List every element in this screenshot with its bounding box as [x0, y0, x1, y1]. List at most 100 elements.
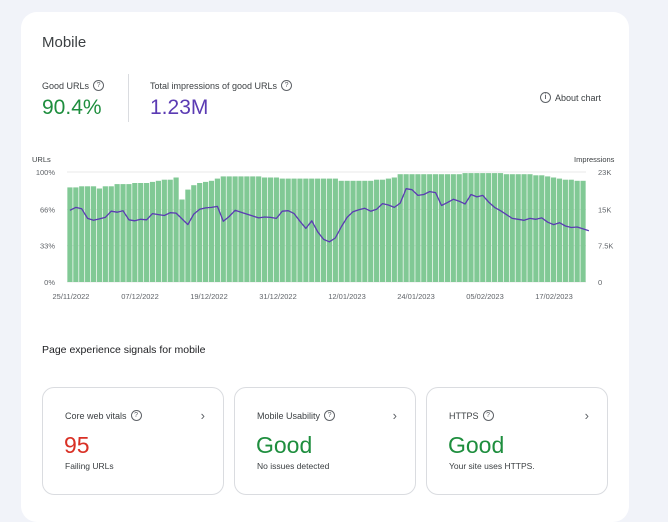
impressions-metric[interactable]: Total impressions of good URLs ? 1.23M — [150, 80, 293, 120]
bar — [486, 173, 492, 282]
bar — [433, 174, 439, 282]
bar — [515, 174, 521, 282]
bar — [291, 178, 297, 282]
bar — [67, 187, 73, 282]
bar — [368, 180, 374, 282]
bar — [250, 176, 256, 282]
mobile-usability-title: Mobile Usability — [257, 410, 321, 421]
bar — [338, 180, 344, 282]
bar — [332, 178, 338, 282]
bar — [155, 180, 162, 282]
x-tick-label: 24/01/2023 — [397, 292, 435, 301]
bar — [391, 177, 397, 282]
bar — [73, 187, 79, 282]
bar — [550, 177, 557, 282]
bar — [456, 174, 462, 282]
x-tick-label: 31/12/2022 — [259, 292, 297, 301]
bar — [503, 174, 509, 282]
x-tick-label: 07/12/2022 — [121, 292, 159, 301]
mobile-card: Mobile Good URLs ? 90.4% Total impressio… — [21, 12, 629, 522]
bar — [120, 184, 126, 282]
mobile-usability-card[interactable]: Mobile Usability ? › Good No issues dete… — [234, 387, 416, 495]
help-icon[interactable]: ? — [93, 80, 105, 91]
x-tick-label: 12/01/2023 — [328, 292, 366, 301]
bar — [374, 179, 380, 282]
https-card[interactable]: HTTPS ? › Good Your site uses HTTPS. — [426, 387, 608, 495]
chevron-right-icon: › — [584, 408, 589, 423]
core-web-vitals-card[interactable]: Core web vitals ? › 95 Failing URLs — [42, 387, 224, 495]
bar — [556, 178, 563, 282]
bar — [173, 177, 179, 282]
right-tick-label: 23K — [598, 168, 611, 177]
bar — [415, 174, 421, 282]
bar — [533, 175, 539, 282]
bar — [191, 185, 197, 282]
about-chart-button[interactable]: i About chart — [540, 92, 601, 103]
bar — [362, 180, 368, 282]
right-tick-label: 15K — [598, 205, 611, 214]
impressions-value: 1.23M — [150, 96, 209, 119]
bar — [114, 184, 120, 282]
help-icon[interactable]: ? — [281, 80, 293, 91]
bar — [397, 174, 403, 282]
bar — [539, 175, 545, 282]
bar — [480, 173, 486, 282]
urls-impressions-chart[interactable]: 100% 66% 33% 0% 23K 15K 7.5K 0 25/11/2022 07/12/2… — [21, 12, 629, 312]
bar — [356, 180, 362, 282]
bar — [261, 177, 268, 282]
bar — [102, 186, 108, 282]
core-web-vitals-desc: Failing URLs — [65, 461, 114, 471]
bar — [379, 179, 386, 282]
bar — [545, 176, 551, 282]
bar — [226, 176, 232, 282]
help-icon[interactable]: ? — [130, 410, 142, 421]
bar — [126, 184, 132, 282]
bar — [491, 173, 498, 282]
good-urls-label: Good URLs — [42, 80, 90, 91]
bar — [474, 173, 480, 282]
x-tick-label: 25/11/2022 — [53, 292, 90, 301]
bar — [309, 178, 315, 282]
bar — [450, 174, 456, 282]
x-tick-label: 05/02/2023 — [466, 292, 504, 301]
left-tick-label: 0% — [44, 278, 55, 287]
bar — [568, 179, 574, 282]
metric-divider — [128, 74, 129, 122]
bar — [244, 176, 250, 282]
bar — [214, 178, 220, 282]
info-icon: i — [540, 92, 551, 103]
help-icon[interactable]: ? — [482, 410, 494, 421]
good-urls-metric[interactable]: Good URLs ? 90.4% — [42, 80, 105, 120]
bar — [462, 173, 468, 282]
bar — [132, 183, 138, 282]
bar — [138, 183, 144, 282]
https-desc: Your site uses HTTPS. — [449, 461, 535, 471]
left-tick-label: 33% — [40, 242, 55, 251]
bar — [521, 174, 527, 282]
bar — [161, 179, 167, 282]
bar — [273, 177, 279, 282]
bar — [315, 178, 321, 282]
https-value: Good — [448, 432, 505, 458]
core-web-vitals-title: Core web vitals — [65, 410, 127, 421]
bar — [108, 186, 114, 282]
impressions-label: Total impressions of good URLs — [150, 80, 278, 91]
bar — [403, 174, 409, 282]
core-web-vitals-value: 95 — [64, 432, 90, 458]
x-tick-label: 19/12/2022 — [190, 292, 228, 301]
bar — [96, 188, 103, 282]
bar — [79, 186, 85, 282]
bar — [344, 180, 350, 282]
bar — [149, 181, 156, 282]
help-icon[interactable]: ? — [324, 410, 336, 421]
bar — [197, 183, 203, 282]
bar — [279, 178, 285, 282]
x-tick-label: 17/02/2023 — [535, 292, 573, 301]
good-urls-value: 90.4% — [42, 96, 102, 119]
bar — [90, 186, 97, 282]
impressions-line — [69, 188, 590, 243]
bar — [297, 178, 303, 282]
bar — [232, 176, 238, 282]
bar — [326, 178, 333, 282]
about-chart-label: About chart — [555, 92, 602, 103]
